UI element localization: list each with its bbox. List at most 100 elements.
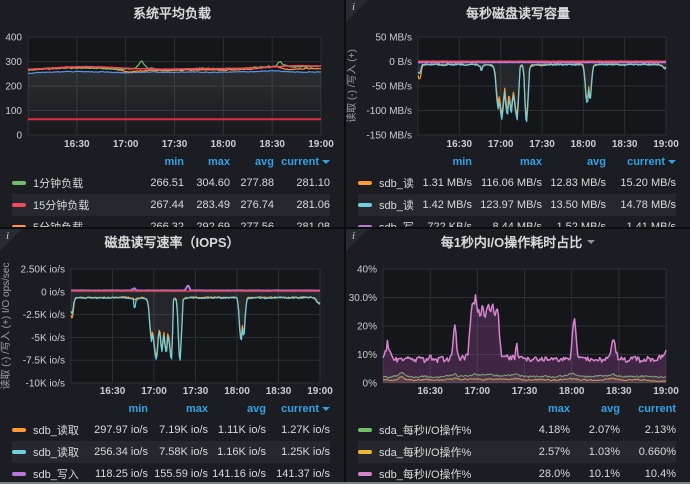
legend-value: 1.16K io/s (217, 446, 266, 458)
panel-info-corner[interactable] (346, 229, 368, 251)
legend-sort-min[interactable]: min (128, 403, 148, 415)
legend-series-label[interactable]: sdb_读取 (358, 175, 414, 191)
legend-value: 14.78 MB/s (620, 199, 676, 211)
legend-row: 5分钟负载 266.32 292.69 277.56 281.08 (12, 216, 330, 227)
legend-sort-max[interactable]: max (207, 156, 230, 168)
legend-sort-avg[interactable]: avg (255, 156, 274, 168)
svg-text:0 B/s: 0 B/s (389, 57, 412, 68)
legend-series-label[interactable]: sdb_读取 (12, 444, 84, 460)
legend-sort-max[interactable]: max (519, 156, 542, 168)
svg-text:17:00: 17:00 (113, 139, 139, 150)
legend-value: 1.31 MB/s (422, 177, 472, 189)
chart-disk-iops[interactable]: 2.50K io/s 0 io/s -2.5K io/s -5K io/s -7.5K … (0, 253, 344, 399)
legend-value: 281.08 (296, 221, 330, 227)
svg-text:-150 MB/s: -150 MB/s (366, 131, 412, 142)
svg-text:18:00: 18:00 (559, 386, 585, 397)
legend-value: 28.0% (538, 468, 570, 480)
legend-value: 256.34 io/s (94, 446, 148, 458)
legend-sort-current[interactable]: current (274, 156, 330, 168)
series-color-swatch (12, 203, 26, 207)
legend-value: 4.18% (538, 424, 570, 436)
legend-series-label[interactable]: sda_每秒I/O操作% (358, 422, 518, 438)
legend-value: 116.06 MB/s (481, 177, 542, 189)
svg-text:18:00: 18:00 (211, 139, 237, 150)
svg-text:300: 300 (5, 57, 22, 68)
legend-series-label[interactable]: sdb_每秒I/O操作% (358, 466, 518, 482)
legend-value: 1.52 MB/s (556, 221, 606, 227)
legend-sort-max[interactable]: max (547, 403, 570, 415)
svg-text:-7.5K io/s: -7.5K io/s (23, 356, 65, 367)
legend-value: 266.51 (150, 177, 184, 189)
legend-value: 297.97 io/s (94, 424, 148, 436)
legend-value: 281.10 (296, 177, 330, 189)
legend-value: 277.56 (240, 221, 274, 227)
svg-text:读取 (-) /写入 (+) I/O ops/sec: 读取 (-) /写入 (+) I/O ops/sec (0, 263, 12, 390)
legend-value: 10.4% (644, 468, 676, 480)
legend-sort-current[interactable]: current (266, 403, 330, 415)
legend-series-label[interactable]: 1分钟负载 (12, 175, 138, 191)
legend-sort-avg[interactable]: avg (247, 403, 266, 415)
legend-sort-current[interactable]: current (606, 156, 676, 168)
legend-header-row: min max avg current (358, 152, 676, 172)
svg-text:17:00: 17:00 (488, 139, 514, 150)
legend-value: 277.88 (240, 177, 274, 189)
panel-info-corner[interactable] (346, 0, 368, 22)
panel-title[interactable]: 系统平均负载 (132, 5, 211, 21)
legend-series-label[interactable]: sdb_写入 (358, 219, 414, 227)
svg-text:18:00: 18:00 (571, 139, 597, 150)
legend-series-label[interactable]: 15分钟负载 (12, 197, 138, 213)
series-color-swatch (12, 181, 26, 185)
legend-value: 2.57% (538, 446, 570, 458)
legend-sort-current[interactable]: current (638, 403, 676, 415)
legend-value: 118.25 io/s (94, 468, 148, 480)
panel-header: 磁盘读写速率（IOPS） (0, 229, 344, 253)
legend-sort-avg[interactable]: avg (587, 156, 606, 168)
legend-sort-min[interactable]: min (452, 156, 472, 168)
legend-value: 10.1% (588, 468, 620, 480)
chart-disk-throughput[interactable]: 50 MB/s 0 B/s -50 MB/s -100 MB/s -150 MB/s 16… (346, 24, 690, 152)
legend-series-label[interactable]: sdb_读取 (12, 422, 84, 438)
legend-sort-avg[interactable]: avg (601, 403, 620, 415)
chevron-down-icon[interactable] (587, 240, 596, 244)
svg-text:16:30: 16:30 (64, 139, 90, 150)
legend-row: sdb_读取 297.97 io/s 7.19K io/s 1.11K io/s 1.2… (12, 419, 330, 441)
sort-chevron-down-icon (322, 407, 330, 411)
svg-text:100: 100 (5, 106, 22, 117)
legend-value: 1.42 MB/s (422, 199, 472, 211)
svg-text:2.50K io/s: 2.50K io/s (21, 265, 65, 276)
legend-value: 141.16 io/s (212, 468, 266, 480)
svg-text:-100 MB/s: -100 MB/s (366, 106, 412, 117)
panel-title[interactable]: 每秒磁盘读写容量 (465, 5, 570, 21)
legend-value: 12.83 MB/s (550, 177, 606, 189)
panel-disk-iops: 磁盘读写速率（IOPS） 2.50K io/s 0 io/s -2.5K io/s -… (0, 229, 344, 482)
legend-sort-max[interactable]: max (185, 403, 208, 415)
legend-value: 155.59 io/s (154, 468, 208, 480)
svg-text:40%: 40% (357, 265, 377, 276)
legend-series-label[interactable]: sdb_写入 (12, 466, 84, 482)
svg-text:200: 200 (5, 82, 22, 93)
chart-system-load[interactable]: 400 300 200 100 0 16:30 17:00 17:30 18:00 18:30 19… (0, 24, 344, 152)
legend-row: sdb_读取 1.42 MB/s 123.97 MB/s 13.50 MB/s 14.7… (358, 194, 676, 216)
panel-title[interactable]: 每1秒内I/O操作耗时占比 (440, 234, 583, 250)
legend-row: 15分钟负载 267.44 283.49 276.74 281.06 (12, 194, 330, 216)
legend-value: 304.60 (196, 177, 230, 189)
svg-text:-10K io/s: -10K io/s (26, 379, 65, 390)
legend-series-label[interactable]: sdb_读取 (358, 197, 414, 213)
legend-io-util: max avg current sda_每秒I/O操作% 4.18% 2.07% 2.13%… (346, 399, 690, 482)
svg-text:16:30: 16:30 (417, 386, 443, 397)
legend-row: sdb_读取 1.31 MB/s 116.06 MB/s 12.83 MB/s 15.2… (358, 172, 676, 194)
legend-series-label[interactable]: 5分钟负载 (12, 219, 138, 227)
svg-text:400: 400 (5, 33, 22, 44)
series-color-swatch (12, 225, 26, 227)
chart-io-util[interactable]: 40% 30.0% 20% 10% 0% 16:30 17:00 17:30 18:00 18:3… (346, 253, 690, 399)
panel-title[interactable]: 磁盘读写速率（IOPS） (104, 234, 240, 250)
svg-text:0 io/s: 0 io/s (41, 287, 65, 298)
panel-info-corner[interactable] (0, 229, 22, 251)
legend-system-load: min max avg current 1分钟负载 266.51 304.60 277.88 2… (0, 152, 344, 227)
svg-text:-5K io/s: -5K io/s (31, 333, 65, 344)
svg-text:10%: 10% (357, 350, 377, 361)
legend-sort-min[interactable]: min (164, 156, 184, 168)
legend-series-label[interactable]: sda_每秒I/O操作% (358, 444, 518, 460)
